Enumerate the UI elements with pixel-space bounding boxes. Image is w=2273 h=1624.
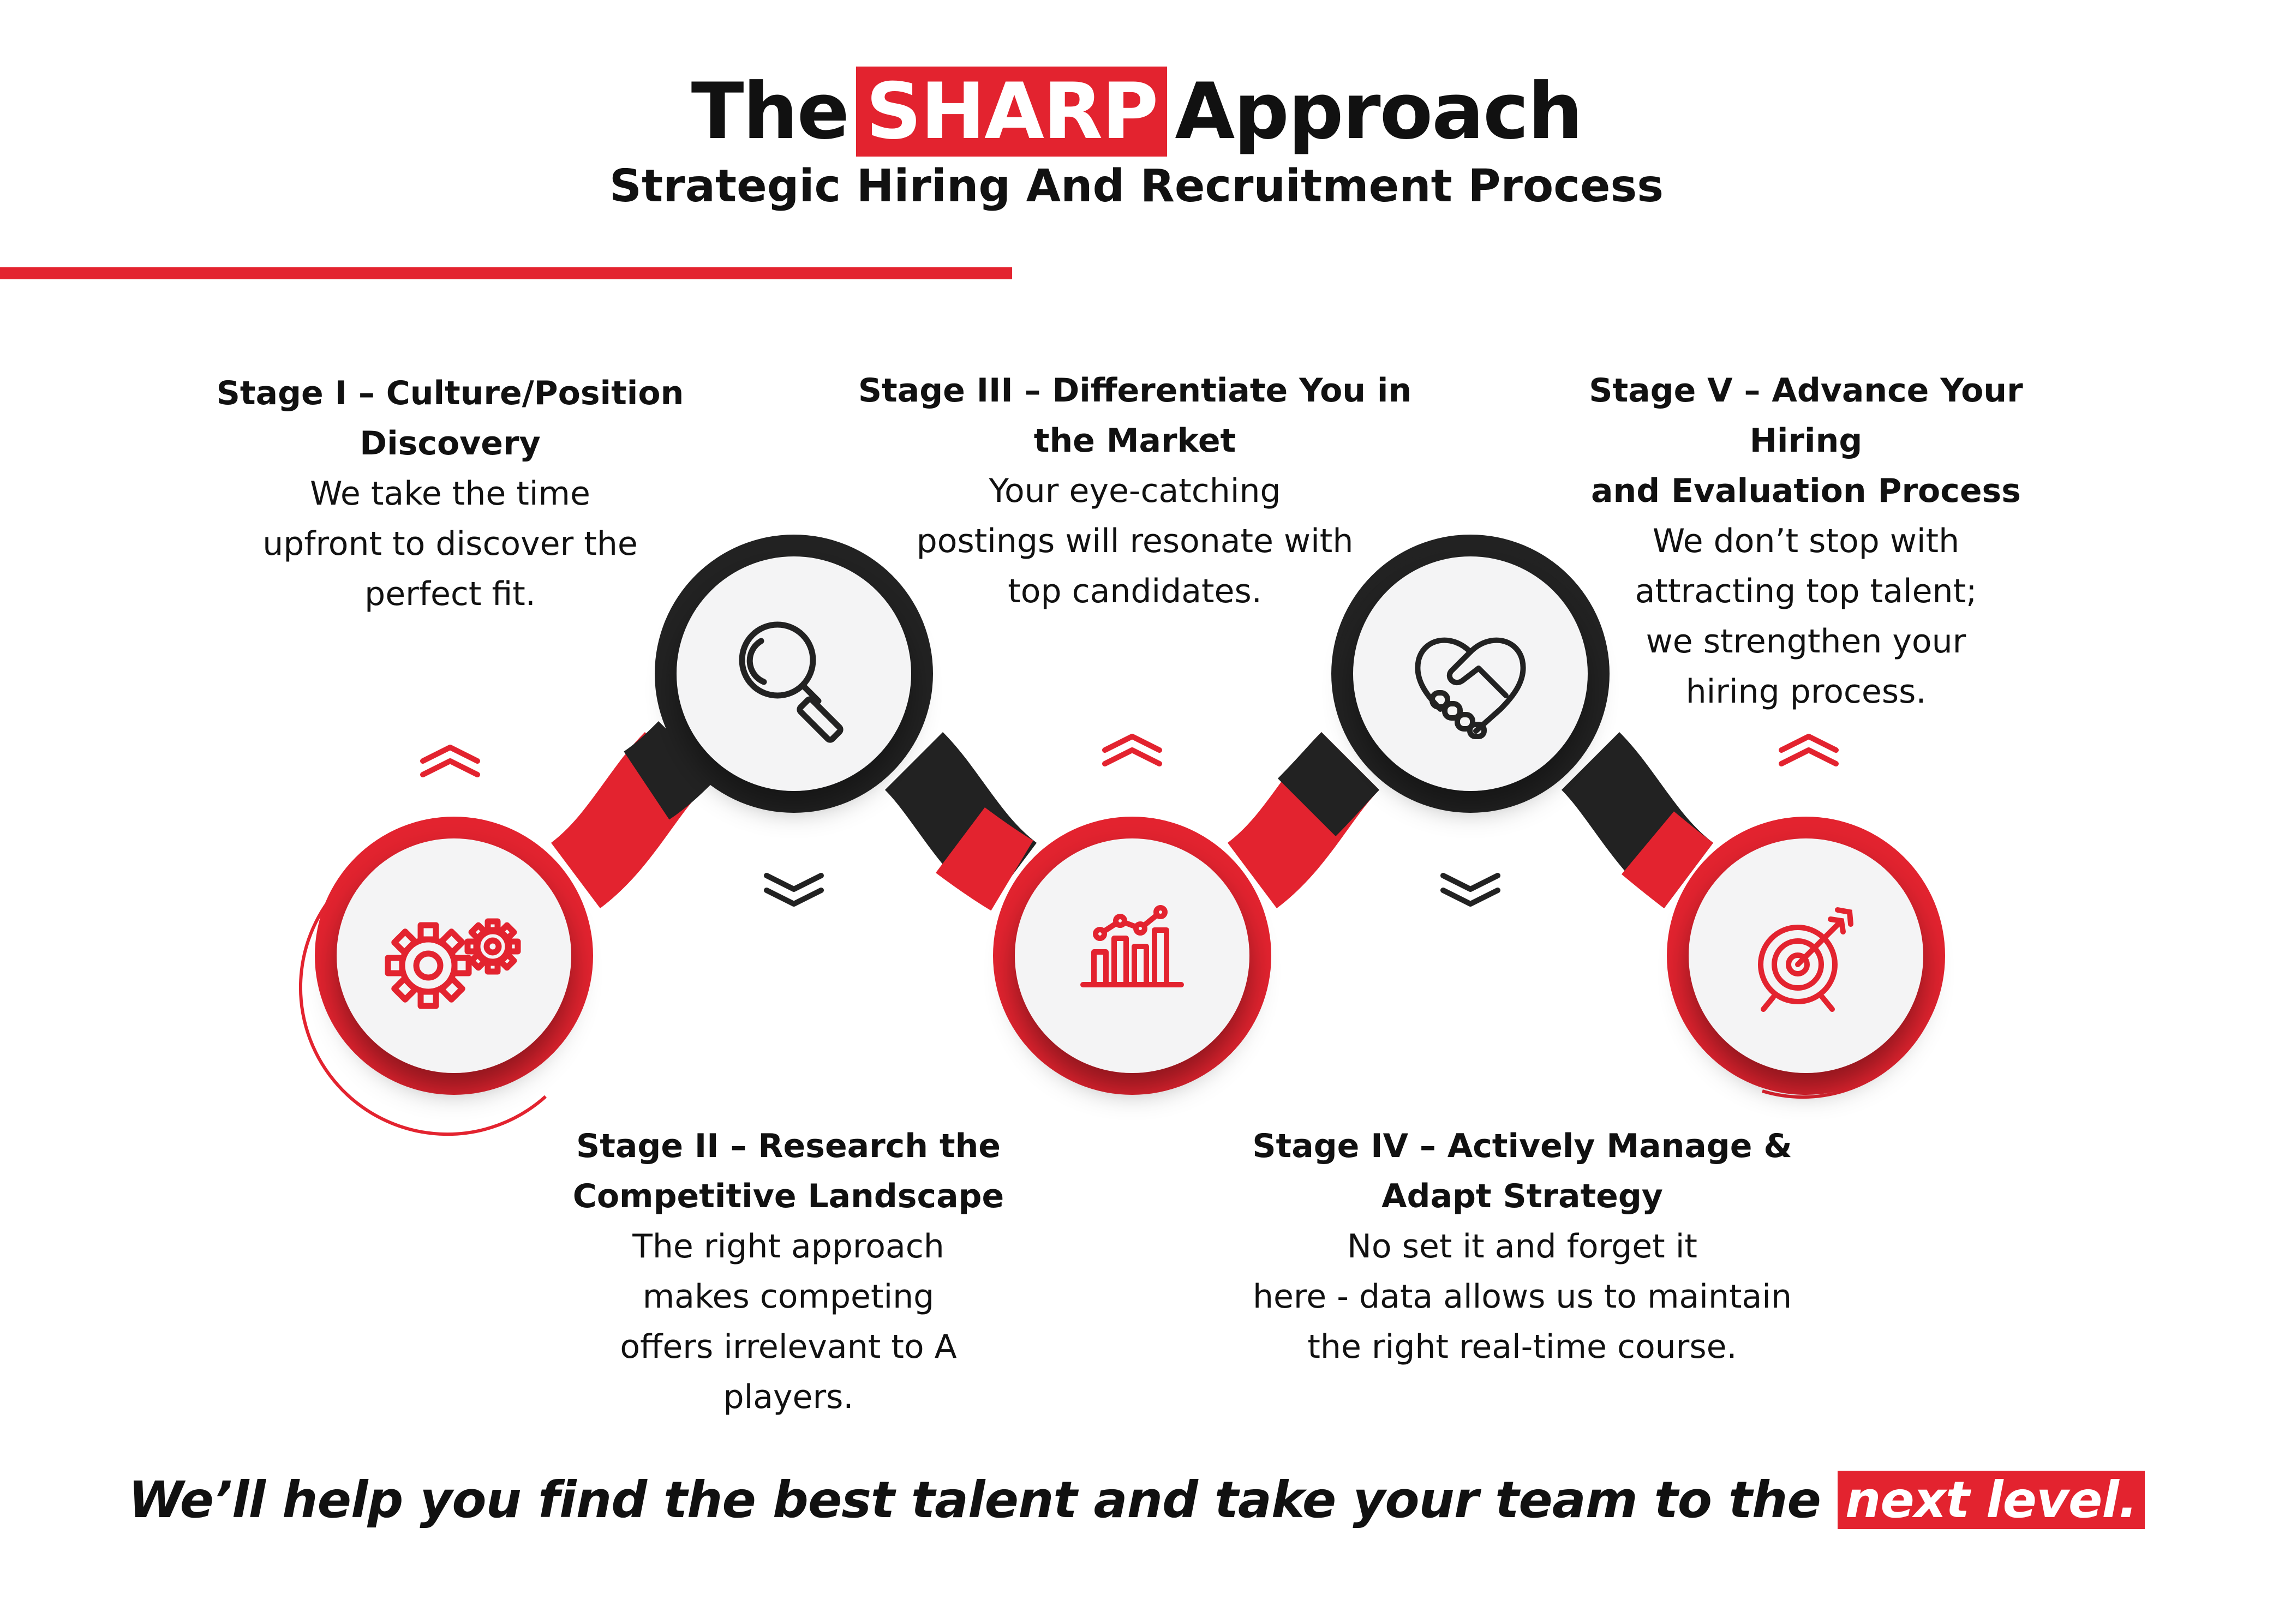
down-chevrons-stage-2 [764, 873, 824, 907]
title-divider [0, 267, 1012, 279]
stage-desc-line: offers irrelevant to A players. [620, 1328, 957, 1416]
footer-tagline: We’ll help you find the best talent and … [0, 1467, 2273, 1533]
stage-desc-line: attracting top talent; [1635, 572, 1977, 610]
magnifier-icon [739, 621, 844, 743]
target-icon [1758, 907, 1853, 1012]
stage-4-title: Stage IV – Actively Manage & Adapt Strat… [1239, 1121, 1806, 1221]
stage-4-block: Stage IV – Actively Manage & Adapt Strat… [1239, 1121, 1806, 1372]
stage-desc-line: perfect fit. [364, 575, 536, 613]
stage-2-title: Stage II – Research the Competitive Land… [551, 1121, 1026, 1221]
stage-desc-line: Your eye-catching [989, 472, 1281, 510]
stage-5-description: We don’t stop with attracting top talent… [1528, 516, 2084, 717]
stage-title-line: Stage IV – Actively Manage & [1252, 1127, 1792, 1165]
stage-title-line: Stage III – Differentiate You in [858, 371, 1412, 410]
node-circle-stage-2 [677, 556, 911, 791]
stage-2-description: The right approach makes competing offer… [551, 1221, 1026, 1422]
tagline-main: We’ll help you find the best talent and … [128, 1471, 1821, 1529]
stage-desc-line: No set it and forget it [1347, 1227, 1697, 1266]
stage-3-block: Stage III – Differentiate You in the Mar… [848, 365, 1421, 616]
up-chevrons-stage-1 [420, 745, 480, 777]
stage-5-title: Stage V – Advance Your Hiring and Evalua… [1528, 365, 2084, 516]
up-chevrons-stage-3 [1102, 734, 1162, 766]
stage-desc-line: hiring process. [1685, 673, 1927, 711]
stage-desc-line: postings will resonate with [916, 522, 1354, 560]
stage-desc-line: top candidates. [1008, 572, 1262, 610]
title-suffix: Approach [1175, 67, 1583, 157]
stage-desc-line: here - data allows us to maintain [1252, 1278, 1792, 1316]
down-chevrons-stage-4 [1440, 873, 1500, 907]
stage-title-line: Stage I – Culture/Position [216, 374, 684, 412]
stage-title-line: Competitive Landscape [572, 1177, 1004, 1215]
stage-desc-line: we strengthen your [1646, 622, 1966, 661]
stage-3-title: Stage III – Differentiate You in the Mar… [848, 365, 1421, 466]
stage-4-description: No set it and forget it here - data allo… [1239, 1221, 1806, 1372]
stage-title-line: Discovery [360, 424, 541, 463]
stage-desc-line: We don’t stop with [1652, 522, 1960, 560]
page-subtitle: Strategic Hiring And Recruitment Process [609, 160, 1664, 212]
gears-icon [385, 918, 521, 1009]
stage-2-block: Stage II – Research the Competitive Land… [551, 1121, 1026, 1422]
stage-desc-line: makes competing [642, 1278, 935, 1316]
stage-desc-line: We take the time [310, 475, 590, 513]
up-chevrons-stage-5 [1779, 734, 1839, 766]
title-highlight: SHARP [856, 67, 1168, 157]
stage-title-line: and Evaluation Process [1591, 472, 2021, 510]
stage-title-line: Adapt Strategy [1381, 1177, 1663, 1215]
stage-title-line: Stage V – Advance Your Hiring [1589, 371, 2023, 460]
handshake-icon [1415, 637, 1526, 739]
bar-chart-icon [1080, 905, 1184, 987]
stage-1-block: Stage I – Culture/Position Discovery We … [202, 368, 698, 619]
stage-1-description: We take the time upfront to discover the… [202, 469, 698, 619]
stage-3-description: Your eye-catching postings will resonate… [848, 466, 1421, 616]
stage-title-line: the Market [1033, 422, 1236, 460]
stage-title-line: Stage II – Research the [576, 1127, 1001, 1165]
page-title: The SHARP Approach [0, 65, 2273, 158]
stage-desc-line: The right approach [632, 1227, 944, 1266]
stage-desc-line: the right real-time course. [1307, 1328, 1737, 1366]
stage-1-title: Stage I – Culture/Position Discovery [202, 368, 698, 469]
stage-desc-line: upfront to discover the [262, 525, 638, 563]
stage-5-block: Stage V – Advance Your Hiring and Evalua… [1528, 365, 2084, 717]
tagline-highlight: next level. [1837, 1471, 2145, 1529]
title-prefix: The [691, 67, 850, 157]
